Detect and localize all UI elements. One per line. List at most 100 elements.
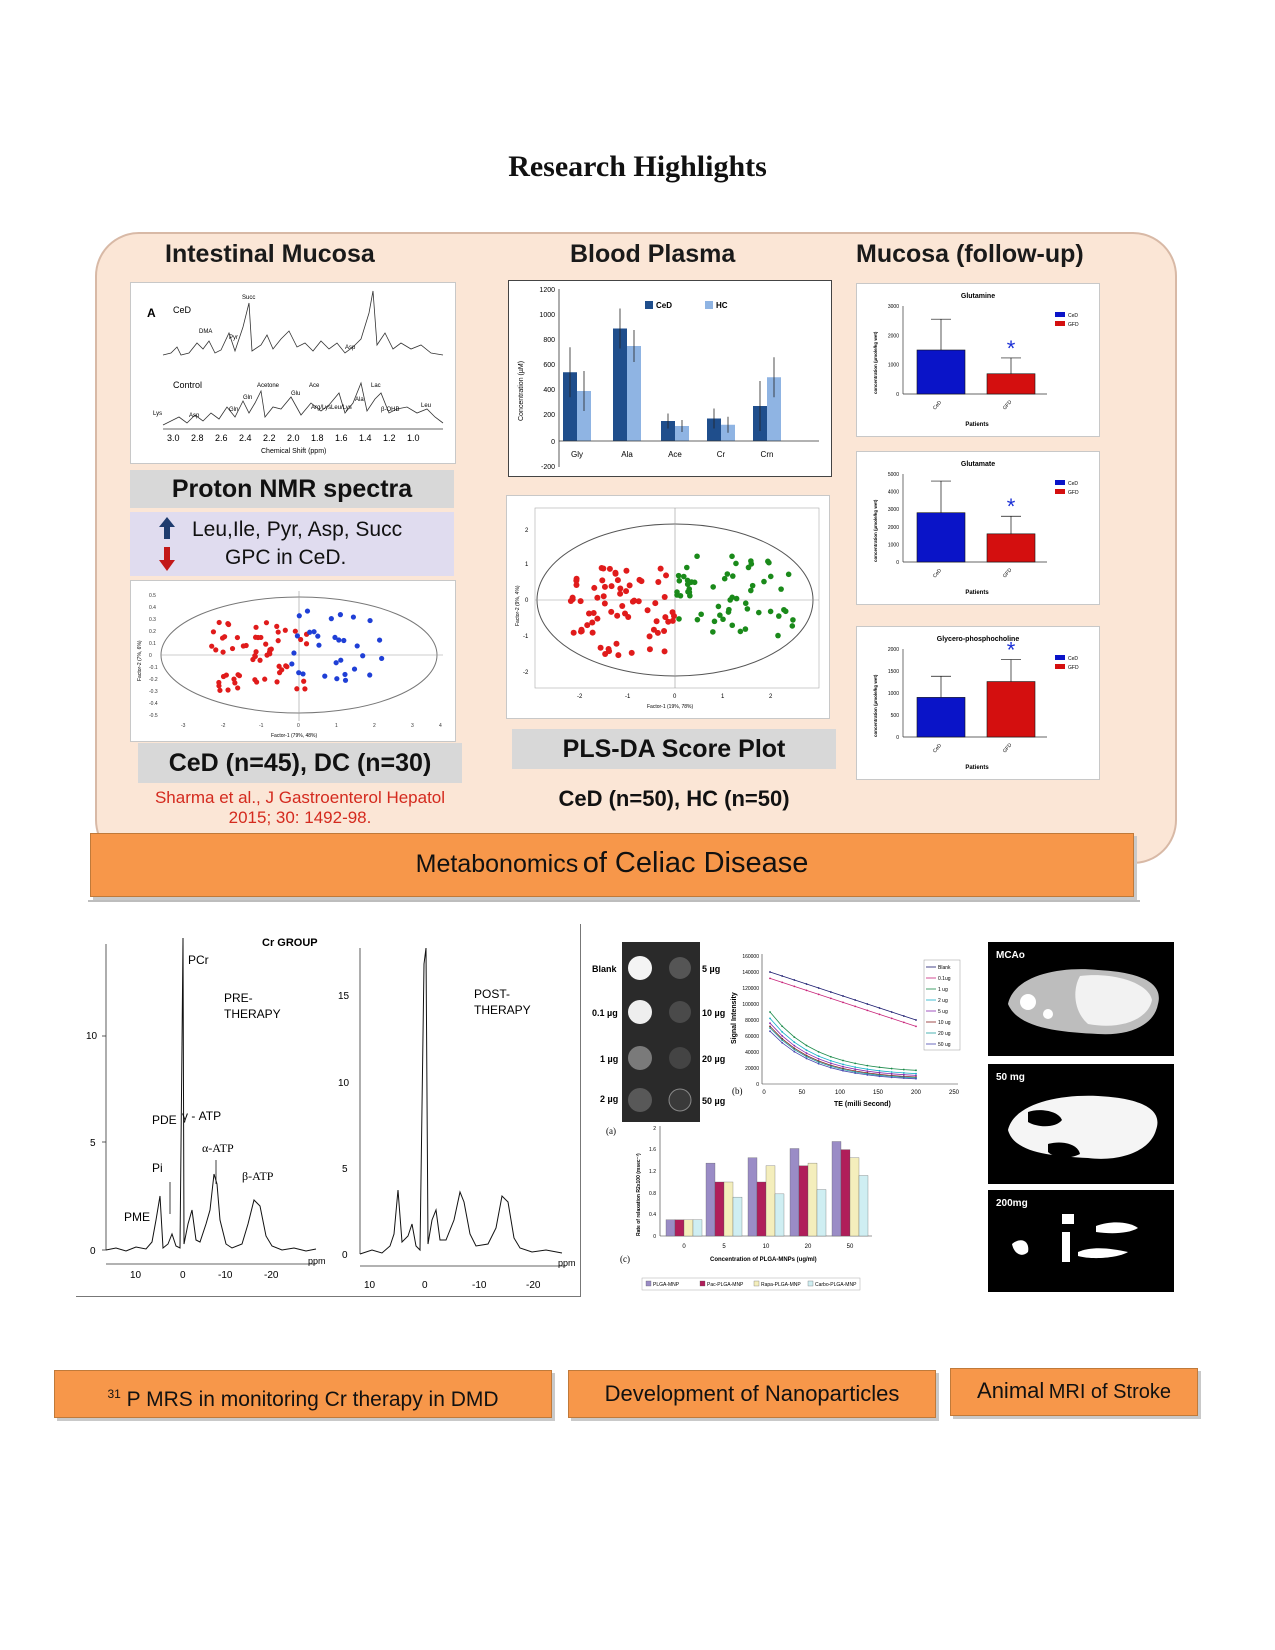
mri-200mg-svg: 200mg (996, 1198, 1138, 1262)
ced-point (210, 629, 217, 635)
control-point (337, 612, 344, 618)
findings-line-2: GPC in CeD. (225, 546, 347, 569)
legend-label: PLGA-MNP (653, 1282, 680, 1288)
tick: 20000 (745, 1066, 759, 1072)
dose-label: 1 µg (600, 1054, 618, 1064)
banner-mri-b: MRI of Stroke (1048, 1381, 1171, 1403)
ced-point (623, 588, 630, 595)
hc-points (674, 553, 796, 639)
signal-point (915, 1069, 917, 1072)
citation-line-2: 2015; 30: 1492-98. (228, 808, 372, 827)
ced-point (619, 602, 626, 609)
ced-point (275, 629, 281, 635)
phantom-well (628, 1046, 652, 1070)
tick: 10 (763, 1244, 770, 1250)
control-point (341, 637, 347, 644)
spectrum-label-ced: CeD (173, 305, 192, 315)
plasma-yticks: 1200 1000 800 600 400 200 0 -200 (539, 287, 555, 471)
ced-point (217, 687, 223, 693)
pre-ytick-10: 10 (86, 1031, 98, 1042)
legend-label: Carbo-PLGA-MNP (815, 1282, 857, 1288)
spectra-ticks: 3.0 2.8 2.6 2.4 2.2 2.0 1.8 1.6 1.4 1.2 … (167, 433, 420, 443)
control-point (360, 653, 366, 659)
hc-point (749, 582, 756, 589)
ced-point (275, 638, 281, 644)
legend-swatch-ced (1055, 480, 1065, 485)
ced-point (623, 567, 630, 574)
hc-point (715, 603, 722, 610)
relax-bar (849, 1157, 860, 1237)
tick: 3000 (888, 507, 899, 513)
followup-title: Glutamate (961, 461, 995, 468)
ced-point (298, 636, 304, 643)
ced-point (240, 643, 246, 649)
tick: 80000 (745, 1018, 759, 1024)
hc-point (710, 584, 716, 590)
ced-point (617, 590, 624, 597)
control-point (350, 614, 357, 620)
control-point (367, 617, 373, 624)
relax-bar (798, 1165, 809, 1237)
tick: 2.6 (215, 433, 228, 443)
peak-label: Lac (371, 383, 381, 389)
ced-point (615, 652, 622, 659)
post-label-1: POST- (474, 987, 510, 1001)
tick: 0.3 (149, 617, 156, 623)
ced-point (577, 598, 584, 605)
legend-swatch (645, 1280, 652, 1287)
tick: 0 (756, 1082, 759, 1088)
mri-mcao-svg: MCAo (996, 950, 1159, 1035)
hc-point (775, 632, 781, 639)
ced-point (231, 676, 237, 682)
hc-point (729, 573, 736, 579)
ced-point (569, 594, 576, 601)
bright-spot (1020, 994, 1036, 1010)
hc-point (676, 616, 682, 622)
label-b: (b) (732, 1086, 743, 1096)
post-xtick: -20 (526, 1280, 541, 1291)
ced-point (657, 565, 664, 572)
relax-legend-box (641, 1277, 861, 1291)
tick: 2000 (888, 647, 899, 653)
up-arrow-icon (159, 517, 175, 539)
ced-point (586, 610, 593, 617)
ced-point (282, 627, 288, 633)
score1-xlabel: Factor-1 (79%, 48%) (271, 733, 317, 739)
post-therapy-spectrum (359, 947, 563, 1255)
ced-point (663, 572, 670, 579)
ced-point (652, 600, 659, 607)
signal-line (769, 1018, 917, 1075)
legend-label: 5 ug (938, 1009, 948, 1015)
post-xtick: 10 (364, 1280, 376, 1291)
hc-point (745, 564, 752, 571)
plasma-bar-hc (577, 391, 591, 441)
ced-points (209, 619, 310, 693)
ced-point (570, 629, 577, 636)
x-category: GFD (1002, 567, 1014, 579)
hc-point (720, 616, 726, 623)
legend-label: Blank (938, 965, 951, 971)
ced-point (614, 577, 621, 584)
ced-point (229, 645, 236, 652)
hc-point (744, 606, 751, 612)
post-xtick: -10 (472, 1280, 487, 1291)
tick: 1 (721, 694, 725, 700)
control-point (294, 633, 301, 639)
post-ytick: 0 (342, 1250, 348, 1261)
ced-point (220, 673, 227, 680)
hc-point (681, 573, 687, 580)
mri-label-200mg: 200mg (996, 1198, 1028, 1209)
post-ytick: 10 (338, 1078, 350, 1089)
tick: 50 (799, 1090, 806, 1096)
brain-slice (1008, 1095, 1158, 1159)
control-point (342, 677, 349, 683)
mri-label-50mg: 50 mg (996, 1072, 1025, 1083)
y-label: concentration (µmole/kg wet) (873, 499, 878, 562)
tick: 200 (911, 1090, 922, 1096)
legend-gfd: GFD (1068, 322, 1079, 328)
relax-legend: PLGA-MNP Pac-PLGA-MNP Rapa-PLGA-MNP Carbo-P… (645, 1280, 857, 1288)
tick: 2000 (888, 525, 899, 531)
ced-point (662, 614, 669, 621)
hc-point (767, 608, 774, 615)
tick: 800 (543, 337, 555, 344)
